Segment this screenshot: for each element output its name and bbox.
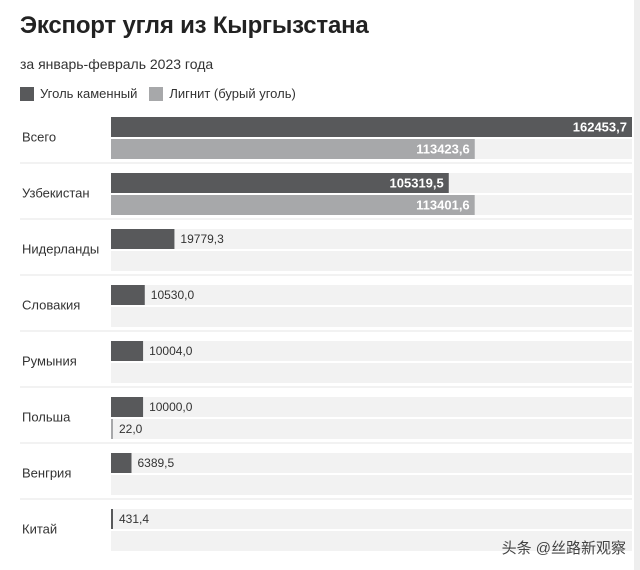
chart-subtitle: за январь-февраль 2023 года: [20, 56, 214, 72]
data-label-coal: 19779,3: [180, 232, 224, 246]
bar-lignite: [111, 139, 475, 159]
data-label-lignite: 22,0: [119, 422, 143, 436]
bar-background: [111, 363, 632, 383]
legend-label-lignite: Лигнит (бурый уголь): [169, 86, 296, 101]
chart-legend: Уголь каменный Лигнит (бурый уголь): [20, 86, 308, 101]
bar-coal: [111, 173, 449, 193]
bar-coal: [111, 453, 132, 473]
bar-lignite: [111, 195, 475, 215]
category-label: Румыния: [22, 353, 77, 368]
data-label-coal: 10000,0: [149, 400, 193, 414]
category-label: Нидерланды: [22, 241, 99, 256]
bar-background: [111, 531, 632, 551]
data-label-coal: 6389,5: [137, 456, 174, 470]
data-label-lignite: 113401,6: [416, 197, 470, 212]
bar-background: [111, 341, 632, 361]
legend-swatch-coal: [20, 86, 34, 101]
bar-coal: [111, 285, 145, 305]
bar-background: [111, 285, 632, 305]
data-label-coal: 162453,7: [573, 119, 627, 134]
data-label-coal: 10530,0: [151, 288, 195, 302]
category-label: Китай: [22, 521, 57, 536]
category-label: Всего: [22, 129, 56, 144]
legend-label-coal: Уголь каменный: [40, 86, 138, 101]
bar-coal: [111, 341, 144, 361]
chart-title: Экспорт угля из Кыргызстана: [20, 12, 369, 39]
bar-background: [111, 509, 632, 529]
bar-background: [111, 453, 632, 473]
bar-background: [111, 419, 632, 439]
legend-swatch-lignite: [149, 86, 164, 101]
category-label: Узбекистан: [22, 185, 90, 200]
category-label: Венгрия: [22, 465, 71, 480]
bar-coal: [111, 397, 144, 417]
category-label: Словакия: [22, 297, 80, 312]
legend-item-coal: Уголь каменный: [20, 86, 137, 101]
bar-coal: [111, 117, 632, 137]
page-right-edge: [634, 0, 640, 570]
bar-lignite: [111, 419, 113, 439]
bar-coal: [111, 229, 175, 249]
data-label-lignite: 113423,6: [416, 141, 470, 156]
data-label-coal: 10004,0: [149, 344, 193, 358]
bar-coal: [111, 509, 113, 529]
data-label-coal: 431,4: [119, 512, 149, 526]
category-label: Польша: [22, 409, 71, 424]
bar-background: [111, 251, 632, 271]
bar-background: [111, 475, 632, 495]
bar-background: [111, 397, 632, 417]
legend-item-lignite: Лигнит (бурый уголь): [149, 86, 296, 101]
watermark: 头条 @丝路新观察: [501, 540, 626, 557]
data-label-coal: 105319,5: [390, 175, 444, 190]
bar-background: [111, 229, 632, 249]
bar-background: [111, 307, 632, 327]
